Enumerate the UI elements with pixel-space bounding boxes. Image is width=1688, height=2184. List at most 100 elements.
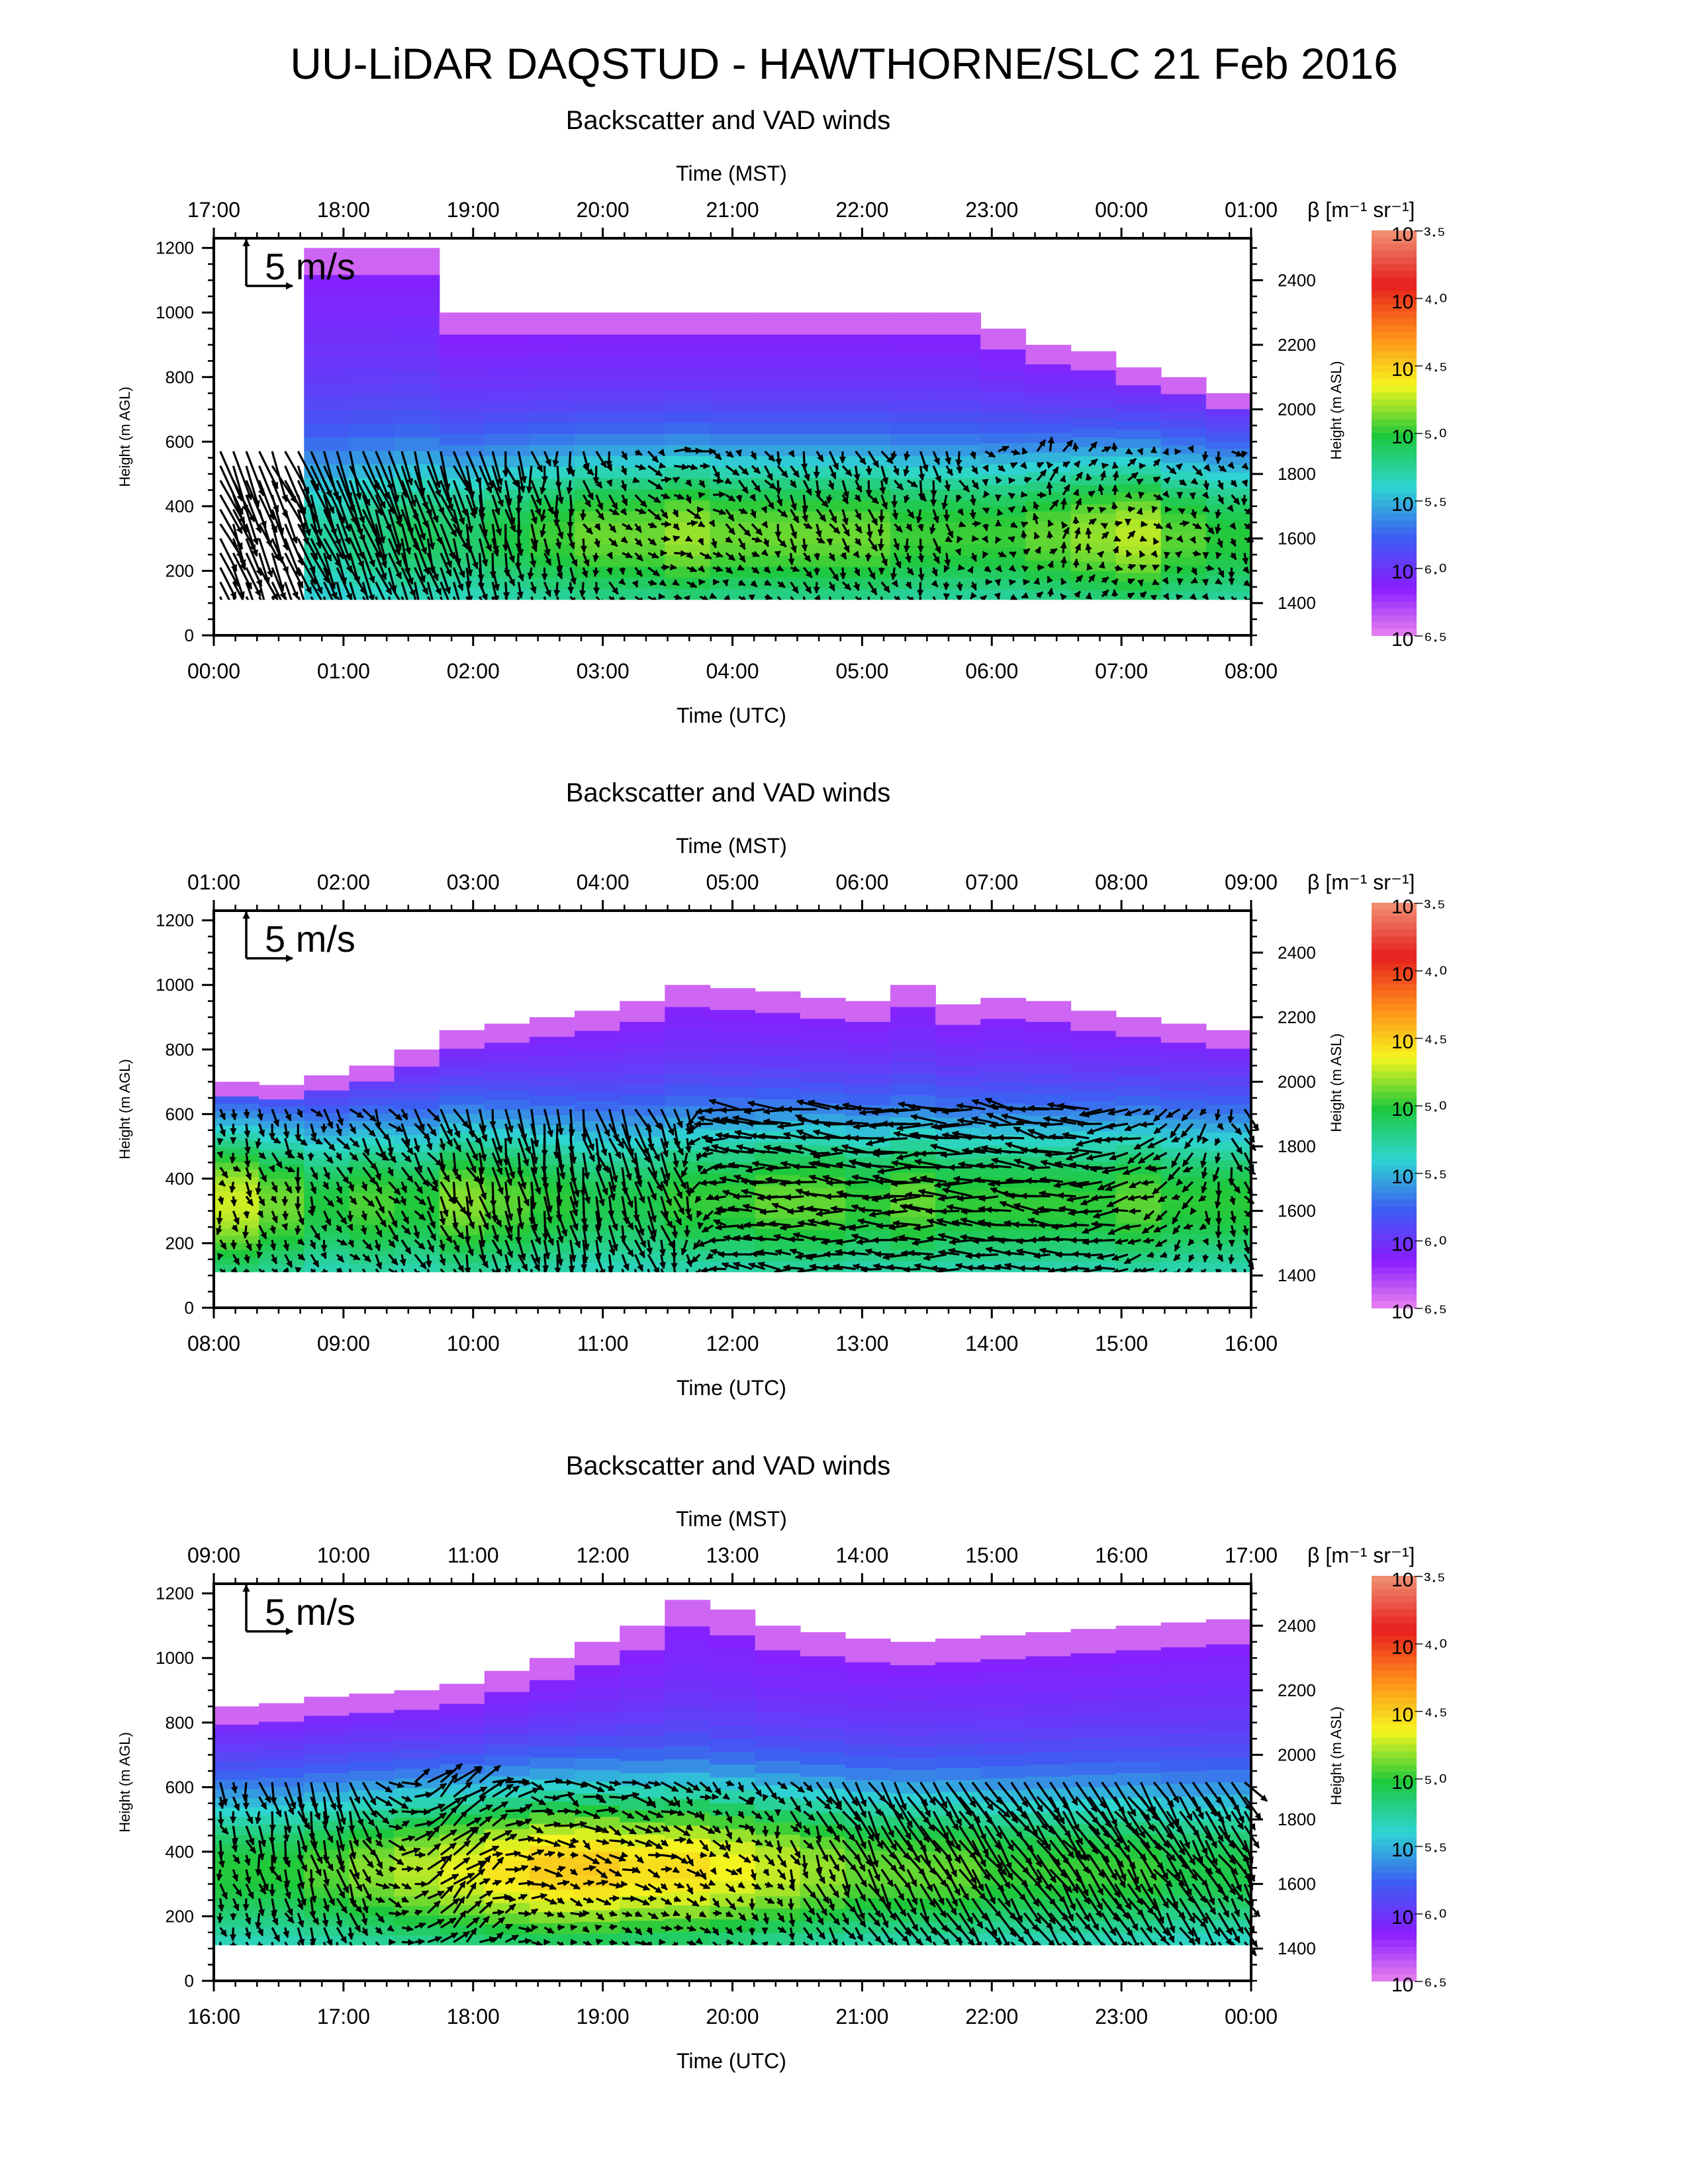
arrow-icon [400, 451, 414, 486]
backscatter-cell [439, 1048, 485, 1059]
backscatter-cell [484, 1723, 530, 1735]
arrow-icon [310, 537, 330, 576]
arrow-icon [245, 523, 258, 557]
backscatter-cell [575, 390, 620, 402]
top-tick-label: 21:00 [706, 198, 759, 222]
backscatter-cell [1115, 439, 1162, 449]
backscatter-cell [394, 1049, 440, 1059]
arrow-icon [1190, 576, 1199, 584]
colorbar-tick-label: 10⁻³·⁵ [1391, 224, 1446, 246]
colorbar-segment [1372, 1146, 1417, 1154]
arrow-icon [271, 480, 288, 519]
backscatter-cell [1025, 1644, 1072, 1657]
arrow-icon [244, 1123, 251, 1138]
backscatter-cell [710, 1829, 756, 1843]
left-tick-label: 1000 [156, 302, 194, 322]
arrow-icon [735, 494, 743, 503]
backscatter-cell [710, 1086, 756, 1098]
arrow-icon [982, 507, 990, 514]
backscatter-cell [484, 1670, 530, 1682]
arrow-icon [1180, 520, 1190, 527]
backscatter-cell [575, 1688, 620, 1701]
arrow-icon [323, 480, 346, 524]
backscatter-cell [394, 1729, 440, 1740]
colorbar-segment [1372, 594, 1417, 602]
backscatter-cell [1205, 1669, 1252, 1683]
backscatter-cell [890, 1758, 936, 1771]
backscatter-cell [890, 555, 936, 567]
arrow-icon [518, 1910, 532, 1917]
arrow-icon [323, 523, 345, 560]
bottom-axis-title: Time (UTC) [677, 704, 786, 727]
backscatter-cell [620, 1084, 666, 1096]
backscatter-cell [394, 1690, 440, 1701]
backscatter-cell [394, 261, 440, 276]
arrow-icon [709, 592, 717, 600]
colorbar-segment [1372, 1267, 1417, 1275]
backscatter-cell [665, 1062, 711, 1074]
backscatter-cell [575, 1091, 620, 1102]
colorbar-segment [1372, 1206, 1417, 1214]
backscatter-cell [1070, 561, 1117, 572]
backscatter-cell [1205, 536, 1252, 545]
backscatter-cell [665, 1040, 711, 1052]
backscatter-cell [259, 1113, 305, 1122]
backscatter-cell [800, 1668, 846, 1681]
arrow-icon [762, 1794, 769, 1801]
arrow-icon [1037, 491, 1047, 499]
backscatter-cell [1070, 408, 1117, 419]
backscatter-cell [620, 445, 666, 457]
backscatter-cell [439, 1253, 485, 1264]
backscatter-cell [1025, 492, 1072, 502]
arrow-icon [1056, 1192, 1076, 1199]
arrow-icon [490, 1181, 497, 1208]
backscatter-cell [1160, 1090, 1207, 1101]
backscatter-cell [439, 1825, 485, 1835]
backscatter-cell [800, 1656, 846, 1669]
colorbar-segment [1372, 271, 1417, 279]
arrow-icon [1163, 551, 1170, 559]
bottom-axis-title: Time (UTC) [677, 2049, 786, 2073]
backscatter-cell [484, 1090, 530, 1101]
backscatter-cell [1160, 497, 1207, 506]
left-tick-label: 1200 [156, 911, 194, 931]
backscatter-cell [304, 424, 350, 438]
backscatter-cell [1115, 1674, 1162, 1688]
top-axis-title: Time (MST) [676, 1507, 787, 1531]
backscatter-cell [890, 1007, 936, 1019]
right-tick-label: 1800 [1278, 1136, 1316, 1156]
backscatter-cell [890, 323, 936, 336]
backscatter-cell [575, 1700, 620, 1713]
backscatter-cell [529, 1735, 575, 1747]
backscatter-cell [484, 357, 530, 369]
backscatter-cell [845, 1064, 891, 1075]
backscatter-cell [755, 1240, 801, 1251]
backscatter-cell [259, 1085, 305, 1093]
backscatter-cell [575, 1021, 620, 1032]
arrow-icon [465, 451, 482, 485]
backscatter-cell [304, 302, 350, 316]
arrow-icon [336, 509, 351, 545]
backscatter-cell [1115, 1662, 1162, 1676]
backscatter-cell [620, 334, 666, 347]
arrow-icon [877, 538, 885, 551]
arrow-icon [982, 490, 990, 498]
backscatter-cell [1115, 1203, 1162, 1214]
arrow-icon [387, 552, 402, 580]
colorbar-segment [1372, 332, 1417, 340]
backscatter-cell [484, 1052, 530, 1063]
arrow-icon [594, 1924, 602, 1931]
backscatter-cell [980, 453, 1027, 465]
backscatter-cell [620, 1073, 666, 1085]
backscatter-cell [349, 1224, 395, 1234]
backscatter-cell [1205, 441, 1252, 449]
backscatter-cell [304, 275, 350, 289]
backscatter-cell [980, 1093, 1027, 1104]
arrow-icon [809, 1150, 830, 1158]
backscatter-cell [439, 345, 485, 357]
backscatter-cell [845, 1662, 891, 1675]
backscatter-cell [665, 1018, 711, 1030]
top-tick-label: 19:00 [447, 198, 500, 222]
arrow-icon [579, 582, 586, 598]
arrow-icon [1047, 530, 1054, 539]
